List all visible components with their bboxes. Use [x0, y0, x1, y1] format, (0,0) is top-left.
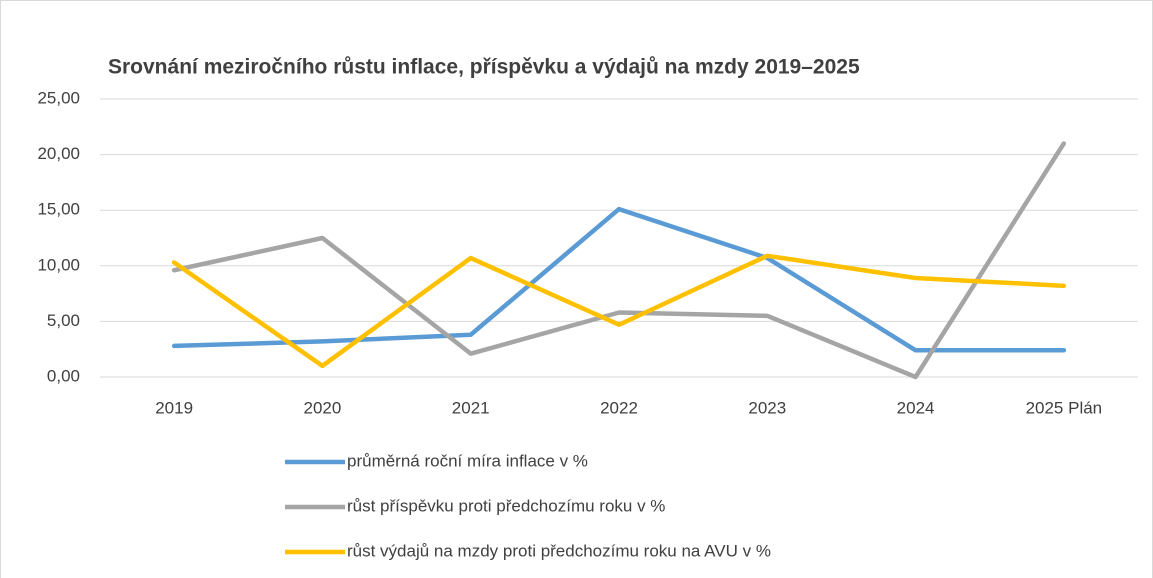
x-tick-label: 2022	[600, 398, 638, 417]
series-line	[171, 253, 1067, 369]
legend-label: průměrná roční míra inflace v %	[347, 451, 588, 470]
y-tick-label: 0,00	[47, 366, 80, 385]
y-tick-label: 25,00	[37, 88, 80, 107]
y-tick-label: 5,00	[47, 311, 80, 330]
x-tick-label: 2020	[304, 398, 342, 417]
x-tick-label: 2019	[155, 398, 193, 417]
legend-label: růst příspěvku proti předchozímu roku v …	[347, 496, 665, 515]
series-line	[171, 141, 1067, 380]
series-line	[171, 206, 1067, 353]
x-tick-label: 2023	[748, 398, 786, 417]
y-tick-label: 20,00	[37, 144, 80, 163]
x-tick-label: 2021	[452, 398, 490, 417]
legend-label: růst výdajů na mzdy proti předchozímu ro…	[347, 541, 771, 560]
x-tick-label: 2025 Plán	[1026, 398, 1103, 417]
x-tick-label: 2024	[897, 398, 935, 417]
chart-title: Srovnání meziročního růstu inflace, přís…	[108, 56, 860, 79]
y-tick-label: 10,00	[37, 255, 80, 274]
y-tick-label: 15,00	[37, 200, 80, 219]
